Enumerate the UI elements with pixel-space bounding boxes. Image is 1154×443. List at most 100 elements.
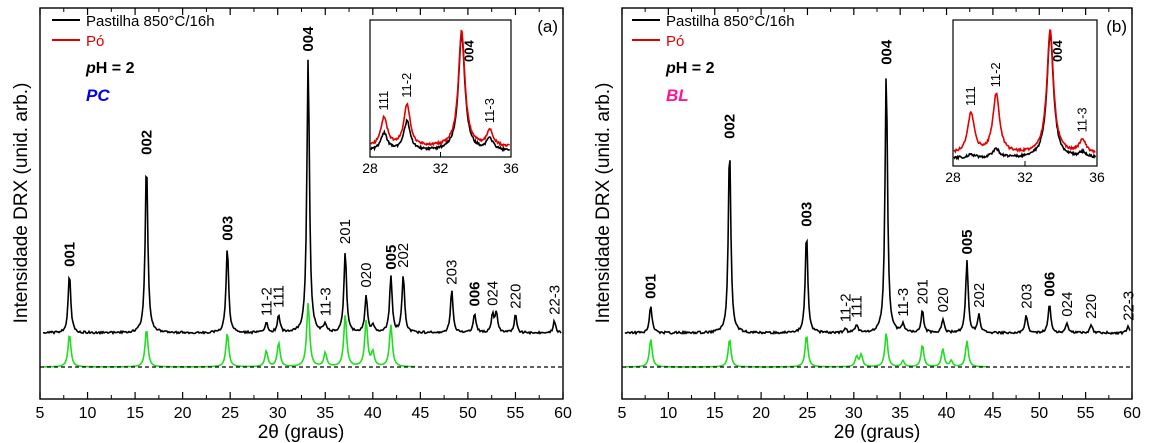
panel-a-inset-ticks: 28 32 36 [362, 152, 519, 176]
peak-label: 020 [358, 263, 375, 288]
x-tick-label: 40 [364, 405, 382, 422]
legend-label-po: Pó [666, 33, 684, 50]
peak-label: 22-3 [546, 285, 563, 315]
panel-a-inset-lines [370, 29, 511, 153]
peak-label: 220 [1083, 294, 1100, 319]
panel-a: 5 10 15 20 25 30 35 40 45 50 55 60 00100200311-2111… [11, 7, 572, 443]
peak-label: 020 [935, 287, 952, 312]
inset-x-tick-label: 32 [1017, 169, 1033, 185]
ph-annotation: pH = 2 [85, 60, 135, 77]
x-tick-label: 15 [126, 405, 144, 422]
x-tick-label: 10 [659, 405, 677, 422]
x-tick-label: 60 [1123, 405, 1141, 422]
panel-b-legend: Pastilha 850°C/16h Pó pH = 2 BL [632, 13, 795, 105]
x-tick-label: 25 [221, 405, 239, 422]
inset-peak-label: 111 [376, 91, 391, 111]
inset-peak-label: 004 [1050, 40, 1065, 62]
peak-label: 111 [271, 285, 288, 308]
peak-label: 002 [139, 130, 156, 155]
x-tick-label: 45 [411, 405, 429, 422]
x-tick-label: 40 [938, 405, 956, 422]
peak-label: 004 [300, 26, 317, 52]
peak-label: 002 [722, 114, 739, 139]
panel-a-ref-lines [43, 303, 415, 368]
panel-a-inset: 28 32 36 111 11-2 004 11-3 [362, 19, 519, 176]
peak-label: 201 [914, 279, 931, 304]
inset-x-tick-label: 28 [945, 169, 961, 185]
peak-label: 005 [959, 229, 976, 254]
peak-label: 006 [467, 281, 484, 306]
x-tick-label: 5 [36, 405, 45, 422]
inset-peak-label: 11-2 [399, 73, 414, 98]
peak-label: 202 [395, 243, 412, 268]
panel-a-x-axis-title: 2θ (graus) [258, 422, 345, 443]
panel-b-ticks: 5 10 15 20 25 30 35 40 45 50 55 60 [618, 8, 1141, 422]
peak-label: 11-2 [258, 287, 275, 316]
x-tick-label: 55 [507, 405, 525, 422]
peak-label: 005 [383, 245, 400, 270]
legend-label-pastilha: Pastilha 850°C/16h [86, 13, 215, 30]
inset-peak-label: 004 [462, 40, 477, 62]
legend-label-pastilha: Pastilha 850°C/16h [666, 13, 795, 30]
peak-label: 001 [62, 242, 79, 267]
peak-label: 024 [1059, 292, 1076, 317]
x-tick-label: 25 [799, 405, 817, 422]
panel-a-peak-labels: 00100200311-211100411-320102000520220300… [62, 26, 564, 316]
panel-b-inset-ticks: 28 32 36 [945, 161, 1105, 185]
panel-b-ref-lines [625, 333, 989, 368]
sample-label: PC [86, 86, 110, 105]
panel-b-inset-peak-labels: 111 11-2 004 11-3 [963, 40, 1090, 133]
inset-x-tick-label: 36 [1089, 169, 1105, 185]
x-tick-label: 35 [316, 405, 334, 422]
inset-x-tick-label: 32 [433, 160, 449, 176]
x-tick-label: 45 [984, 405, 1002, 422]
sample-label: BL [666, 86, 689, 105]
peak-label: 22-3 [1120, 291, 1137, 321]
peak-label: 024 [485, 281, 502, 306]
panel-b-peak-labels: 001 002 003 11-2 111 004 11-3 201 020 005 202 203 00… [643, 39, 1138, 322]
panel-b-inset: 28 32 36 111 11-2 004 11-3 [945, 19, 1105, 185]
x-tick-label: 5 [618, 405, 627, 422]
peak-label: 006 [1042, 272, 1059, 297]
inset-x-tick-label: 36 [503, 160, 519, 176]
inset-peak-label: 111 [963, 86, 978, 106]
peak-label: 202 [971, 283, 988, 308]
panel-b-inset-lines [953, 29, 1097, 161]
panel-b-x-axis-title: 2θ (graus) [834, 422, 921, 443]
panel-a-y-axis-title: Intensidade DRX (unid. arb.) [11, 83, 32, 324]
panel-a-ticks: 5 10 15 20 25 30 35 40 45 50 55 60 [36, 8, 572, 422]
peak-label: 004 [878, 39, 895, 65]
panel-b: 5 10 15 20 25 30 35 40 45 50 55 60 00100200311-2111… [593, 7, 1141, 443]
pastilha-diffractogram-line [42, 59, 562, 336]
peak-label: 201 [337, 219, 354, 244]
peak-label: 003 [799, 202, 816, 227]
peak-label: 203 [444, 260, 461, 285]
panel-a-main-lines [42, 59, 562, 336]
panel-a-legend: Pastilha 850°C/16h Pó pH = 2 PC [52, 13, 215, 105]
ph-annotation: pH = 2 [665, 60, 715, 77]
x-tick-label: 20 [752, 405, 770, 422]
peak-label: 220 [508, 284, 525, 309]
x-tick-label: 50 [459, 405, 477, 422]
legend-label-po: Pó [86, 33, 104, 50]
inset-pastilha-line [953, 32, 1097, 161]
x-tick-label: 15 [706, 405, 724, 422]
inset-po-line [953, 29, 1096, 154]
x-tick-label: 50 [1030, 405, 1048, 422]
inset-peak-label: 11-2 [988, 62, 1003, 87]
peak-label: 003 [219, 216, 236, 241]
inset-peak-label: 11-3 [1075, 107, 1090, 132]
peak-label: 203 [1018, 284, 1035, 309]
peak-label: 001 [643, 274, 660, 299]
panel-b-label: (b) [1106, 17, 1127, 36]
inset-peak-label: 11-3 [482, 98, 497, 123]
peak-label: 11-2 [838, 293, 855, 322]
x-tick-label: 10 [79, 405, 97, 422]
x-tick-label: 60 [554, 405, 572, 422]
inset-x-tick-label: 28 [362, 160, 378, 176]
x-tick-label: 20 [174, 405, 192, 422]
reference-pattern-line [625, 333, 989, 368]
inset-pastilha-line [370, 32, 511, 153]
x-tick-label: 35 [891, 405, 909, 422]
